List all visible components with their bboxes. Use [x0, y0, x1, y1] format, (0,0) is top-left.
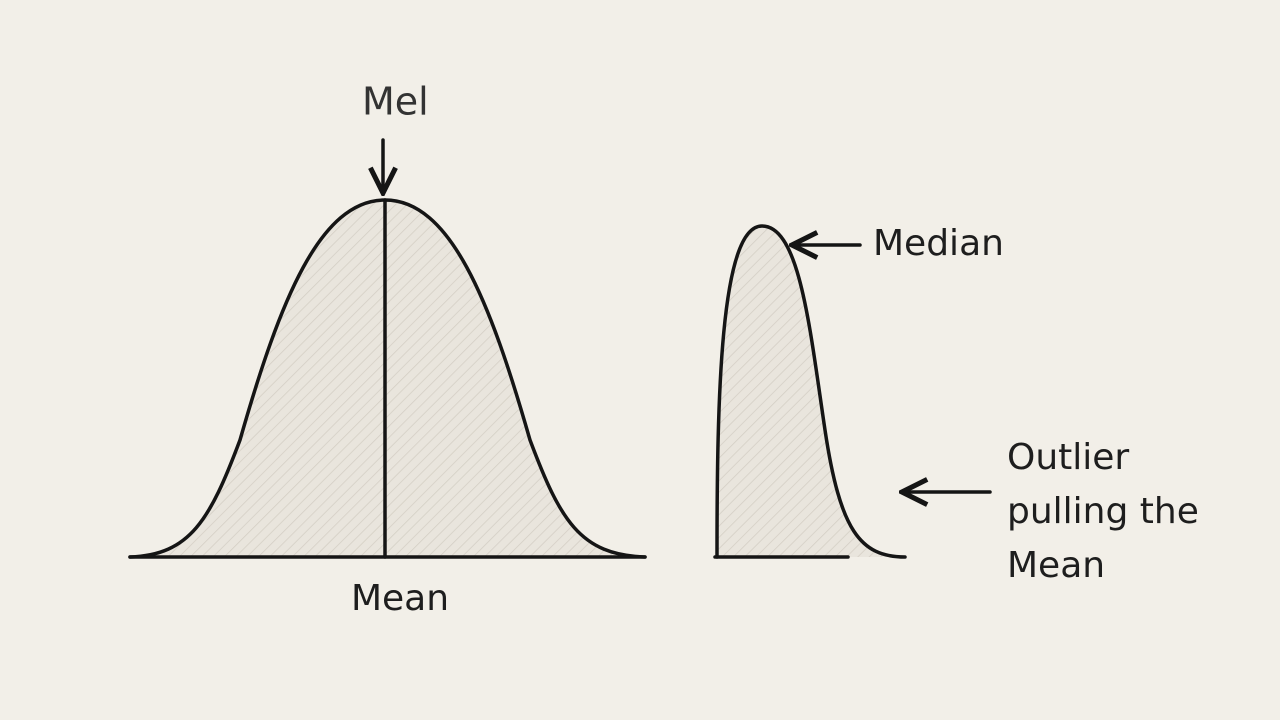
bell-curve-fill	[130, 200, 645, 557]
mean-label: Mean	[351, 578, 449, 619]
top-label: Mel	[362, 80, 429, 124]
outlier-label-line: Outlier	[1007, 437, 1129, 478]
outlier-label-line: pulling the	[1007, 491, 1199, 532]
median-label: Median	[873, 223, 1004, 264]
skewed-curve-fill	[717, 226, 905, 557]
outlier-label-line: Mean	[1007, 545, 1105, 586]
